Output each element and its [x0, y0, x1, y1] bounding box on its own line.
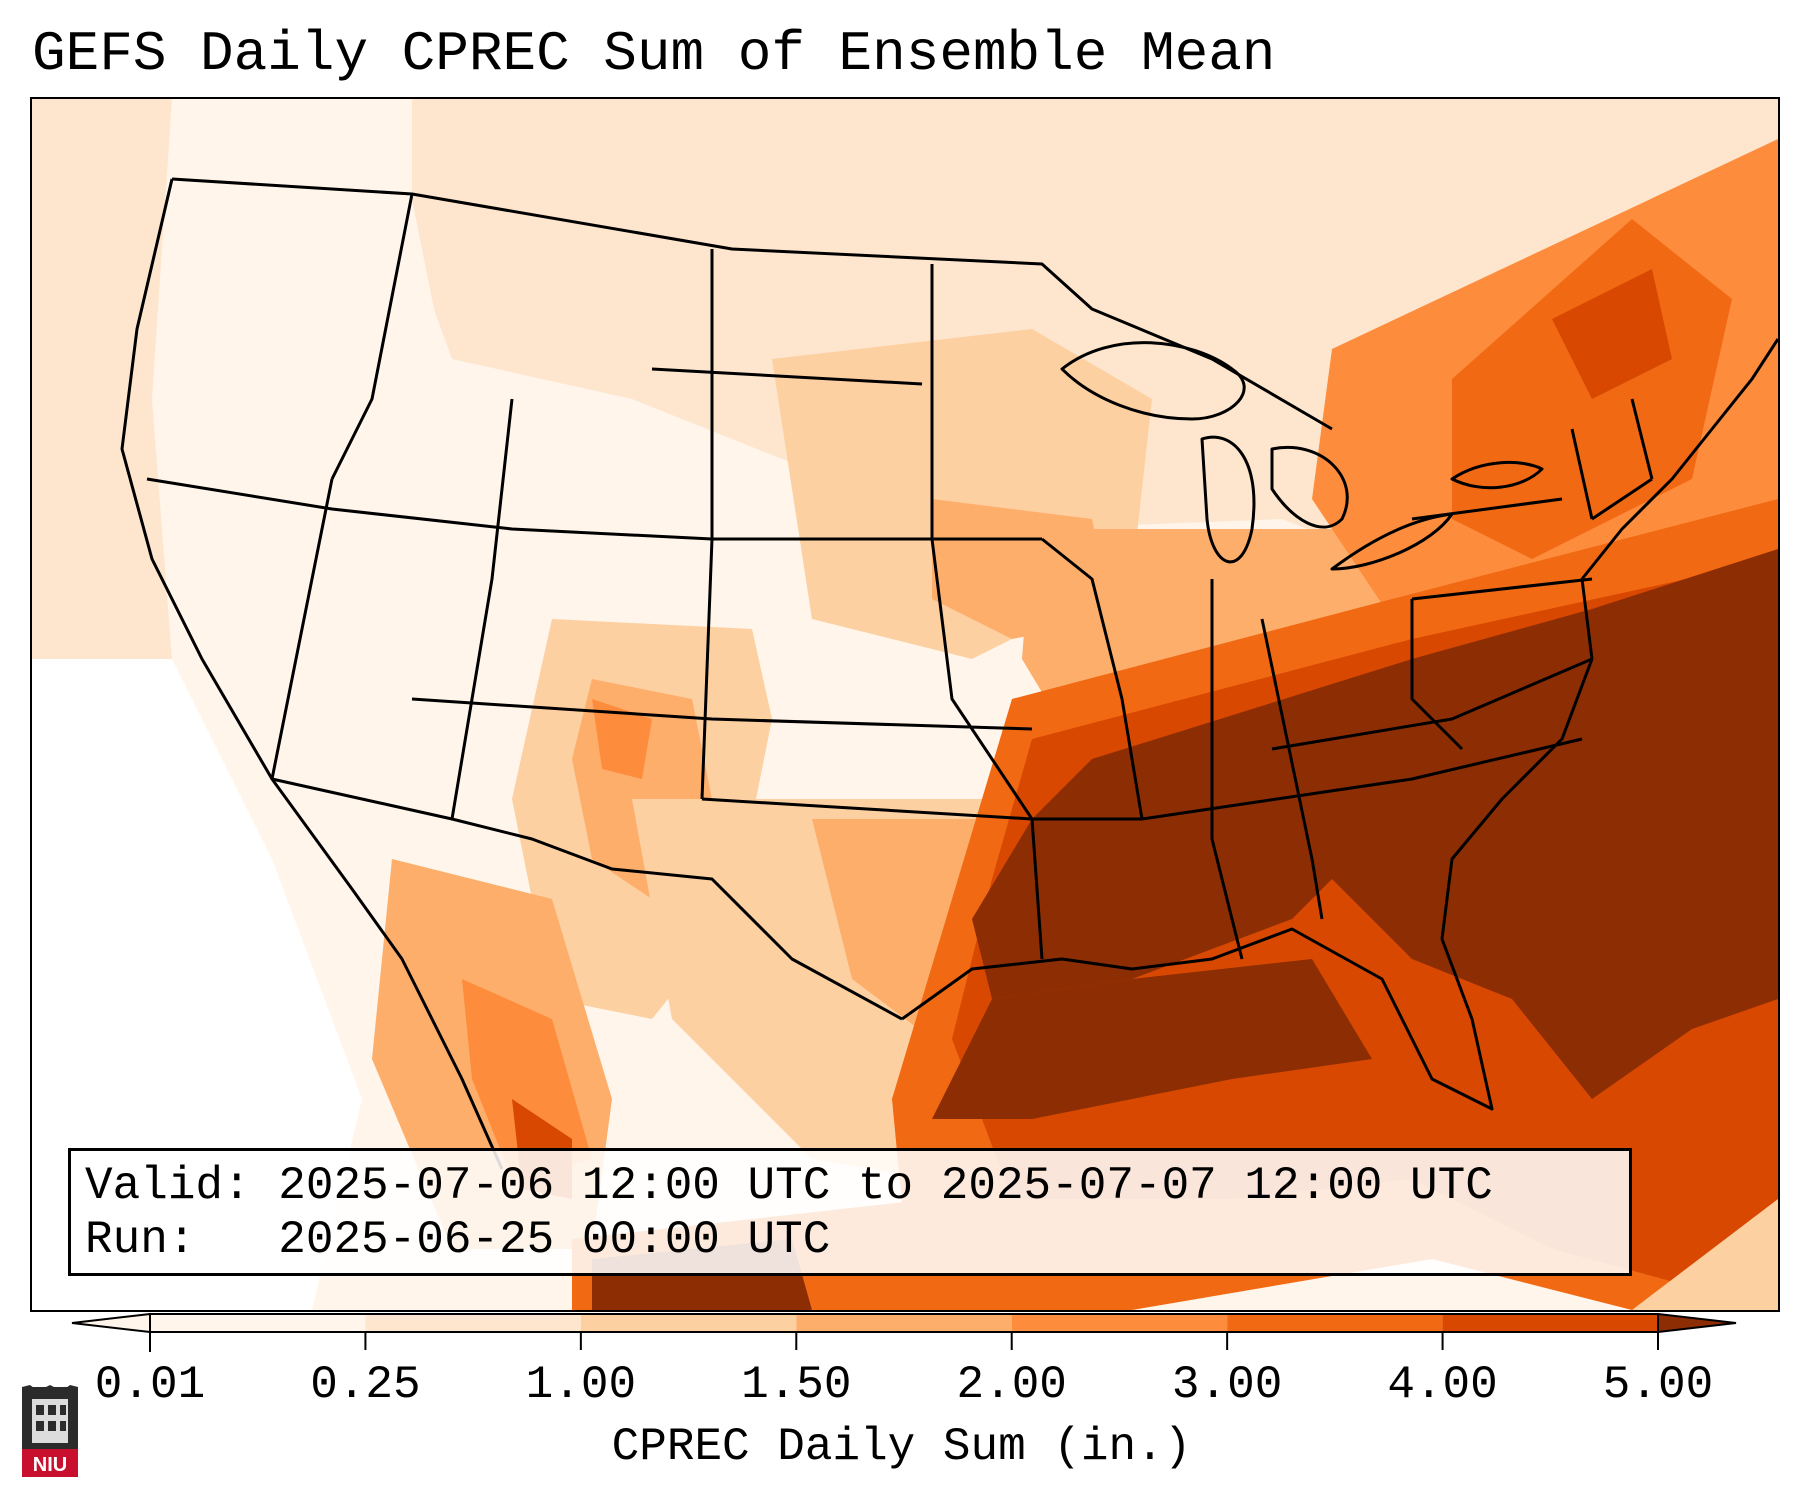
logo-banner [22, 1449, 78, 1477]
colorbar-tick-label: 3.00 [1171, 1359, 1283, 1411]
colorbar [71, 1312, 1737, 1352]
lake-superior [1060, 341, 1246, 421]
colorbar-segment [1011, 1314, 1228, 1332]
gulf-coastline [901, 658, 1594, 1111]
colorbar-extend-high [1657, 1312, 1737, 1334]
validity-info-box: Valid: 2025-07-06 12:00 UTC to 2025-07-0… [68, 1148, 1632, 1276]
lake-huron [1270, 446, 1349, 529]
niu-logo: NIU [22, 1385, 78, 1477]
map-canvas [32, 99, 1778, 1310]
colorbar-segment [796, 1314, 1012, 1332]
colorbar-tick-label: 2.00 [956, 1359, 1067, 1411]
lake-michigan [1200, 435, 1256, 564]
precipitation-map [30, 97, 1780, 1312]
colorbar-segment [580, 1314, 797, 1332]
pacific-coastline [120, 178, 504, 1170]
colorbar-segment [1442, 1314, 1658, 1332]
precipitation-field [32, 99, 1778, 1310]
boundaries [120, 177, 1778, 1170]
run-time-line: Run: 2025-06-25 00:00 UTC [85, 1214, 831, 1266]
colorbar-tick-label: 0.01 [94, 1359, 206, 1411]
colorbar-tick-label: 1.50 [741, 1359, 852, 1411]
colorbar-segment [365, 1314, 581, 1332]
colorbar-extend-low [71, 1312, 151, 1334]
colorbar-tick-label: 4.00 [1387, 1359, 1498, 1411]
colorbar-segment [150, 1314, 366, 1332]
colorbar-tick-label: 0.25 [310, 1359, 421, 1411]
map-title: GEFS Daily CPREC Sum of Ensemble Mean [32, 22, 1276, 86]
lake-ontario [1450, 460, 1544, 490]
logo-text: NIU [33, 1454, 67, 1476]
colorbar-tick-label: 1.00 [525, 1359, 637, 1411]
colorbar-tick-label: 5.00 [1602, 1359, 1714, 1411]
valid-time-line: Valid: 2025-07-06 12:00 UTC to 2025-07-0… [85, 1160, 1493, 1212]
colorbar-segment [1227, 1314, 1443, 1332]
colorbar-label: CPREC Daily Sum (in.) [611, 1421, 1192, 1473]
